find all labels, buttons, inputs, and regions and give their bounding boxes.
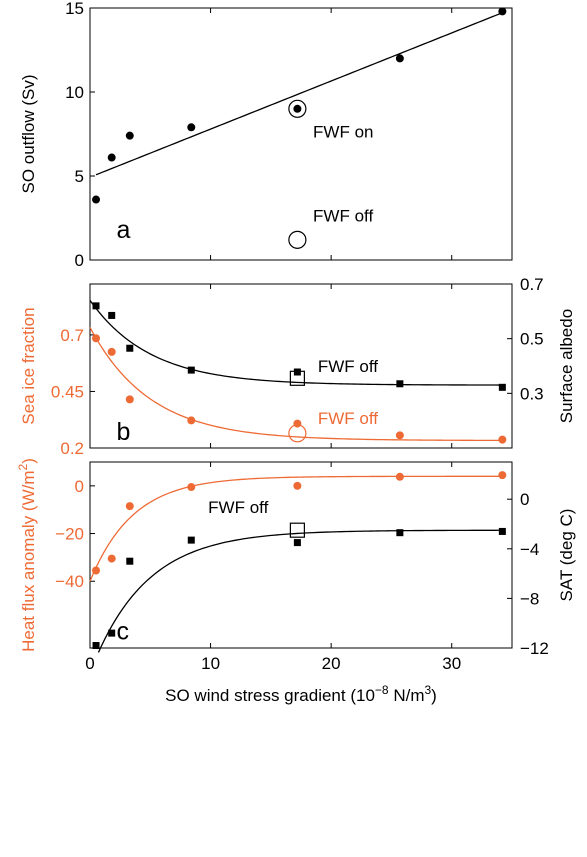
y2-tick-label: 0	[520, 490, 529, 509]
data-point	[187, 123, 196, 132]
annotation-label: FWF off	[313, 206, 373, 225]
data-point	[293, 104, 302, 113]
plot-frame	[89, 283, 513, 449]
y2-axis-label: SAT (deg C)	[557, 509, 576, 602]
y-axis-label: Heat flux anomaly (W/m2)	[16, 458, 38, 652]
y-tick-label: −40	[55, 572, 84, 591]
x-tick-label: 10	[201, 654, 220, 673]
data-point	[498, 527, 506, 535]
open-square-marker	[289, 370, 305, 386]
data-point	[125, 131, 134, 140]
y-tick-label: −20	[55, 525, 84, 544]
y-tick-label: 0.7	[60, 326, 84, 345]
panel-letter: b	[117, 418, 131, 446]
panel-b: 0.2 0.45 0.7 0.3 0.5 0.7 Sea ice fraction Surfa…	[19, 275, 576, 458]
data-point	[187, 483, 196, 492]
plot-frame	[89, 7, 513, 261]
data-point	[498, 435, 507, 444]
data-point	[125, 395, 134, 404]
open-circle-marker	[288, 99, 307, 118]
data-point	[293, 368, 301, 376]
panel-a: 0 5 10 15 SO outflow (Sv) FWF on FWF off a	[19, 0, 513, 270]
open-circle-marker	[288, 424, 307, 443]
x-tick-label: 0	[85, 654, 94, 673]
data-point	[126, 344, 134, 352]
plot-frame	[89, 461, 513, 649]
data-point	[108, 311, 116, 319]
y2-tick-label: −8	[520, 589, 539, 608]
y2-tick-label: 0.7	[520, 275, 544, 294]
fit-curve	[89, 475, 503, 582]
fit-curve	[89, 327, 503, 442]
panel-letter: a	[117, 216, 131, 244]
y-tick-label: 10	[65, 83, 84, 102]
data-point	[395, 54, 404, 63]
panel-letter: c	[117, 617, 130, 645]
x-axis-label: SO wind stress gradient (10−8 N/m3)	[165, 683, 437, 705]
y2-tick-label: 0.3	[520, 384, 544, 403]
fit-curve	[89, 300, 503, 386]
data-point	[395, 431, 404, 440]
fit-curve	[97, 529, 503, 653]
data-point	[293, 419, 302, 428]
data-point	[107, 554, 116, 563]
data-point	[498, 7, 507, 16]
annotation-label: FWF off	[318, 357, 378, 376]
data-point	[293, 481, 302, 490]
y-tick-label: 0.45	[51, 382, 84, 401]
data-point	[125, 502, 134, 511]
data-point	[92, 195, 101, 204]
data-point	[108, 629, 116, 637]
x-tick-label: 30	[442, 654, 461, 673]
data-point	[498, 383, 506, 391]
data-point	[92, 566, 101, 575]
data-point	[498, 471, 507, 480]
open-circle-marker	[288, 230, 307, 249]
y2-tick-label: −12	[520, 639, 549, 658]
y2-axis-label: Surface albedo	[557, 309, 576, 423]
y-axis-label: Sea ice fraction	[19, 307, 38, 424]
data-point	[396, 380, 404, 388]
y-tick-label: 15	[65, 0, 84, 18]
data-point	[187, 536, 195, 544]
data-point	[293, 539, 301, 547]
data-point	[187, 366, 195, 374]
data-point	[126, 557, 134, 565]
data-point	[107, 153, 116, 162]
y-tick-label: 5	[75, 167, 84, 186]
annotation-label: FWF off	[208, 498, 268, 517]
y-tick-label: 0	[75, 477, 84, 496]
y2-tick-label: 0.5	[520, 330, 544, 349]
data-point	[395, 472, 404, 481]
data-point	[92, 302, 100, 310]
x-tick-label: 20	[322, 654, 341, 673]
y-tick-label: 0.2	[60, 439, 84, 458]
y-tick-label: 0	[75, 251, 84, 270]
data-point	[107, 347, 116, 356]
y2-tick-label: −4	[520, 540, 539, 559]
annotation-label: FWF off	[318, 409, 378, 428]
open-square-marker	[289, 522, 305, 538]
data-point	[187, 416, 196, 425]
data-point	[92, 334, 101, 343]
data-point	[396, 529, 404, 537]
y-axis-label: SO outflow (Sv)	[19, 74, 38, 193]
fit-curve	[95, 12, 503, 176]
data-point	[92, 642, 100, 650]
annotation-label: FWF on	[313, 122, 373, 141]
